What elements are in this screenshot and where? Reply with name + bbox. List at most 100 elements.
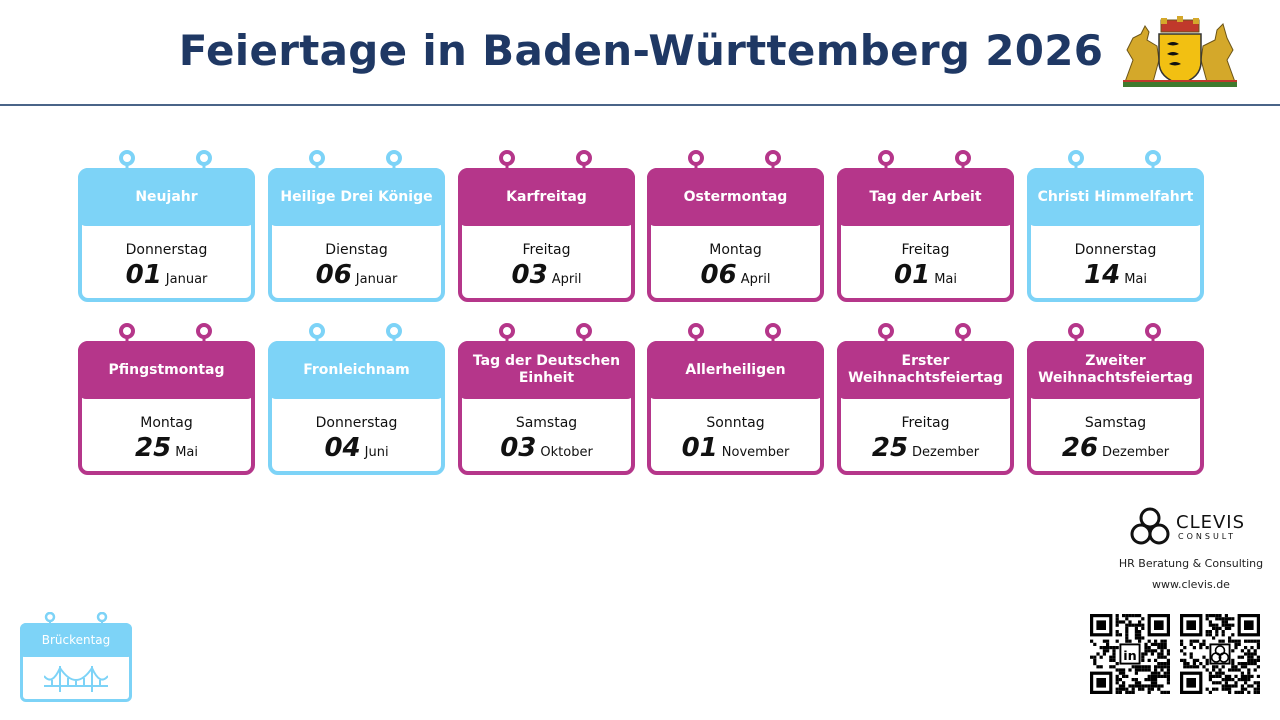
brand-url[interactable]: www.clevis.de xyxy=(1152,578,1230,591)
pin-icon xyxy=(309,150,325,172)
holiday-card: Neujahr Donnerstag 01 Januar xyxy=(78,150,255,302)
holiday-card: Karfreitag Freitag 03 April xyxy=(458,150,635,302)
holiday-name: Heilige Drei Könige xyxy=(280,188,433,205)
day: 03 xyxy=(511,260,548,290)
legend-label: Brückentag xyxy=(20,623,132,657)
pin-icon xyxy=(309,323,325,345)
month: November xyxy=(721,445,790,460)
pin-icon xyxy=(386,150,402,172)
holiday-name: Tag der Arbeit xyxy=(869,188,982,205)
holiday-name: Fronleichnam xyxy=(303,361,410,378)
day: 01 xyxy=(681,433,718,463)
day: 03 xyxy=(500,433,537,463)
weekday: Freitag xyxy=(522,242,571,258)
holiday-name-header: Christi Himmelfahrt xyxy=(1027,168,1204,226)
month: Dezember xyxy=(912,445,980,460)
bridge-icon xyxy=(44,665,108,692)
pin-icon xyxy=(765,323,781,345)
brand-logo: CLEVIS CONSULT xyxy=(1126,505,1266,551)
holiday-name-header: Allerheiligen xyxy=(647,341,824,399)
holiday-date: 06 Januar xyxy=(268,260,445,290)
pin-icon xyxy=(576,323,592,345)
month: Januar xyxy=(165,272,208,287)
holiday-card: Ostermontag Montag 06 April xyxy=(647,150,824,302)
pin-icon xyxy=(196,150,212,172)
weekday: Freitag xyxy=(901,242,950,258)
pin-icon xyxy=(955,323,971,345)
month: April xyxy=(740,272,771,287)
holiday-grid: Neujahr Donnerstag 01 Januar Heilige Drei Kö… xyxy=(78,150,1204,480)
linkedin-qr-icon: in xyxy=(1090,614,1170,694)
day: 25 xyxy=(135,433,172,463)
holiday-card: Erster Weihnachtsfeiertag Freitag 25 Dezemb… xyxy=(837,323,1014,475)
holiday-card: Tag der Arbeit Freitag 01 Mai xyxy=(837,150,1014,302)
holiday-name-header: Tag der Deutschen Einheit xyxy=(458,341,635,399)
pin-icon xyxy=(499,150,515,172)
holiday-date: 01 Januar xyxy=(78,260,255,290)
holiday-date: 26 Dezember xyxy=(1027,433,1204,463)
weekday: Donnerstag xyxy=(1074,242,1157,258)
day: 26 xyxy=(1061,433,1099,463)
holiday-name: Pfingstmontag xyxy=(108,361,225,378)
pin-icon xyxy=(119,323,135,345)
brand-name: CLEVIS xyxy=(1176,512,1246,533)
holiday-date: 25 Dezember xyxy=(837,433,1014,463)
pin-icon xyxy=(576,150,592,172)
pin-icon xyxy=(386,323,402,345)
holiday-name-header: Fronleichnam xyxy=(268,341,445,399)
holiday-name: Tag der Deutschen Einheit xyxy=(472,353,621,386)
day: 04 xyxy=(324,433,361,463)
holiday-name-header: Pfingstmontag xyxy=(78,341,255,399)
holiday-name-header: Tag der Arbeit xyxy=(837,168,1014,226)
clevis-qr-icon xyxy=(1180,614,1260,694)
holiday-card: Fronleichnam Donnerstag 04 Juni xyxy=(268,323,445,475)
pin-icon xyxy=(1145,323,1161,345)
holiday-date: 03 Oktober xyxy=(458,433,635,463)
weekday: Samstag xyxy=(515,415,578,431)
holiday-date: 04 Juni xyxy=(268,433,445,463)
holiday-name-header: Erster Weihnachtsfeiertag xyxy=(837,341,1014,399)
pin-icon xyxy=(878,323,894,345)
holiday-date: 03 April xyxy=(458,260,635,290)
holiday-name-header: Zweiter Weihnachtsfeiertag xyxy=(1027,341,1204,399)
header-divider xyxy=(0,104,1280,106)
holiday-card: Heilige Drei Könige Dienstag 06 Januar xyxy=(268,150,445,302)
month: Dezember xyxy=(1102,445,1170,460)
holiday-name: Karfreitag xyxy=(506,188,587,205)
holiday-name: Neujahr xyxy=(135,188,198,205)
holiday-name: Allerheiligen xyxy=(685,361,786,378)
holiday-name-header: Neujahr xyxy=(78,168,255,226)
legend-bridge-day: Brückentag xyxy=(20,612,132,702)
month: Januar xyxy=(355,272,398,287)
holiday-name-header: Ostermontag xyxy=(647,168,824,226)
holiday-card: Zweiter Weihnachtsfeiertag Samstag 26 Dezem… xyxy=(1027,323,1204,475)
holiday-name: Christi Himmelfahrt xyxy=(1037,188,1194,205)
holiday-card: Tag der Deutschen Einheit Samstag 03 Oktobe… xyxy=(458,323,635,475)
pin-icon xyxy=(1145,150,1161,172)
holiday-name-header: Karfreitag xyxy=(458,168,635,226)
coat-of-arms-icon xyxy=(1123,16,1237,87)
holiday-name: Erster Weihnachtsfeiertag xyxy=(848,353,1003,386)
day: 01 xyxy=(894,260,931,290)
holiday-card: Christi Himmelfahrt Donnerstag 14 Mai xyxy=(1027,150,1204,302)
holiday-name-header: Heilige Drei Könige xyxy=(268,168,445,226)
holiday-name: Ostermontag xyxy=(683,188,788,205)
holiday-card: Pfingstmontag Montag 25 Mai xyxy=(78,323,255,475)
brand-sub: CONSULT xyxy=(1178,532,1237,541)
holiday-name: Zweiter Weihnachtsfeiertag xyxy=(1038,353,1193,386)
weekday: Samstag xyxy=(1084,415,1147,431)
day: 06 xyxy=(700,260,737,290)
svg-text:in: in xyxy=(1123,649,1137,664)
pin-icon xyxy=(1068,150,1084,172)
month: Mai xyxy=(1124,272,1147,287)
weekday: Donnerstag xyxy=(315,415,398,431)
clevis-logo-icon xyxy=(1130,507,1170,545)
pin-icon xyxy=(1068,323,1084,345)
weekday: Dienstag xyxy=(325,242,388,258)
pin-icon xyxy=(765,150,781,172)
month: Mai xyxy=(934,272,957,287)
day: 06 xyxy=(315,260,352,290)
holiday-date: 14 Mai xyxy=(1027,260,1204,290)
pin-icon xyxy=(119,150,135,172)
brand-tagline: HR Beratung & Consulting xyxy=(1118,557,1264,570)
